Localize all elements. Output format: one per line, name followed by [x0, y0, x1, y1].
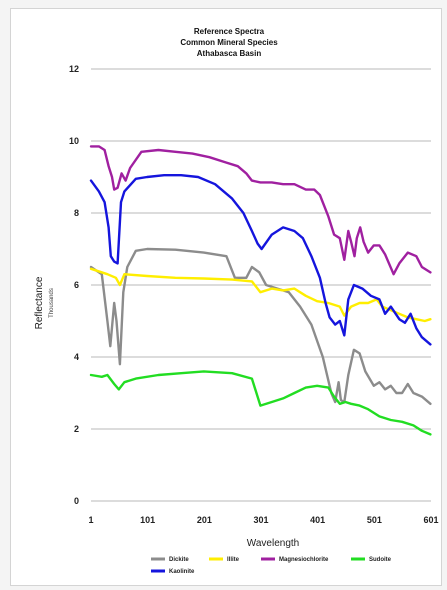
legend-label-dickite: Dickite: [169, 557, 189, 563]
x-tick-label: 301: [253, 515, 268, 525]
chart-title-line-3: Athabasca Basin: [197, 49, 262, 58]
legend-label-magnesiochlorite: Magnesiochlorite: [279, 557, 329, 563]
y-tick-label: 10: [69, 136, 79, 146]
y-tick-labels: 0 2 4 6 8 10 12: [69, 64, 79, 506]
legend: Dickite Illite Magnesiochlorite Sudoite Kaol…: [151, 557, 392, 575]
chart-title-line-1: Reference Spectra: [194, 27, 265, 36]
series-lines: [89, 145, 432, 436]
y-axis-title: Reflectance: [34, 276, 45, 329]
x-tick-labels: 1 101 201 301 401 501 601: [88, 515, 438, 525]
legend-label-illite: Illite: [227, 557, 240, 563]
series-line-sudoite: [89, 370, 432, 436]
x-tick-label: 501: [367, 515, 382, 525]
series-line-magnesiochlorite: [89, 145, 432, 276]
chart-title-line-2: Common Mineral Species: [180, 38, 278, 47]
legend-label-kaolinite: Kaolinite: [169, 569, 195, 575]
x-tick-label: 201: [197, 515, 212, 525]
line-chart: Reference Spectra Common Mineral Species…: [34, 27, 439, 575]
y-tick-label: 8: [74, 208, 79, 218]
series-line-dickite: [89, 247, 432, 405]
x-tick-label: 101: [140, 515, 155, 525]
y-tick-label: 4: [74, 352, 79, 362]
y-axis-subtitle: Thousands: [49, 288, 55, 318]
x-tick-label: 1: [88, 515, 93, 525]
x-axis-title: Wavelength: [247, 538, 299, 549]
series-line-kaolinite: [89, 174, 432, 346]
y-tick-label: 0: [74, 496, 79, 506]
y-tick-label: 2: [74, 424, 79, 434]
gridlines: [91, 68, 431, 502]
chart-frame: Reference Spectra Common Mineral Species…: [10, 8, 442, 586]
x-tick-label: 601: [423, 515, 438, 525]
x-tick-label: 401: [310, 515, 325, 525]
y-tick-label: 6: [74, 280, 79, 290]
legend-label-sudoite: Sudoite: [369, 557, 392, 563]
y-tick-label: 12: [69, 64, 79, 74]
